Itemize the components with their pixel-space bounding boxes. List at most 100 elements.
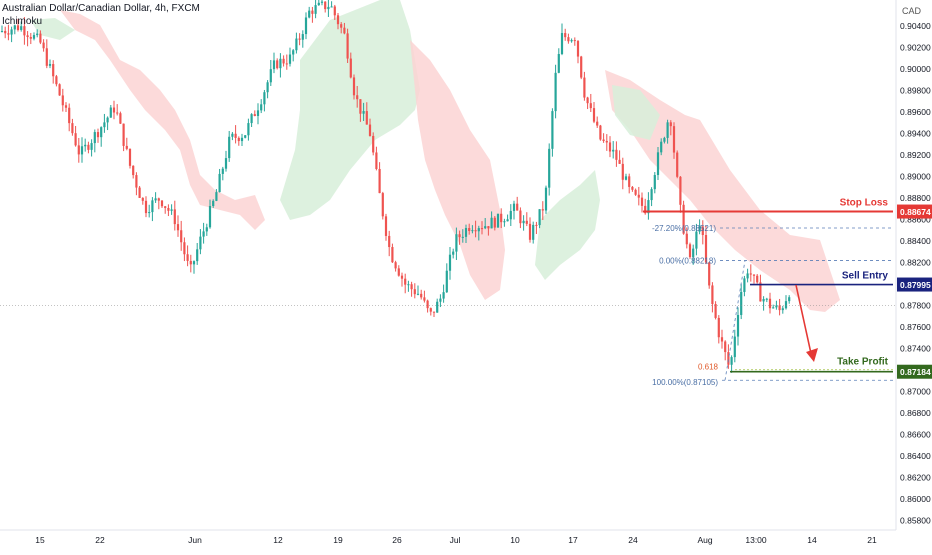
candle-body [634,189,637,195]
candle-body [356,95,359,100]
candle-body [189,260,192,265]
candle-body [663,137,666,142]
candle-body [327,6,330,10]
take-profit-price-badge-bg [897,364,932,379]
candle-body [336,15,340,25]
candle-body [320,1,324,3]
fib-label-neg: -27.20%(0.88521) [652,224,716,233]
candle-body [340,24,343,28]
candle-body [580,56,583,78]
candle-body [48,64,52,66]
candle-body [253,114,256,117]
candle-body [119,113,122,124]
candle-body [388,235,391,248]
candle-body [138,187,141,198]
price-tick-label: 0.86000 [900,494,931,504]
candle-body [100,127,103,138]
candle-body [612,149,615,152]
candle-body [301,34,304,40]
candle-body [768,298,772,309]
cloud-bear-1 [60,10,265,230]
time-tick-label: 15 [35,535,45,545]
candle-body [477,228,480,232]
candle-body [746,273,749,279]
candle-body [442,292,445,299]
candle-body [445,270,448,293]
candle-body [29,37,32,39]
candle-body [240,137,244,142]
candle-body [503,221,506,223]
candle-body [0,30,4,32]
indicator-label[interactable]: Ichimoku [2,16,43,27]
price-tick-label: 0.90000 [900,64,931,74]
price-axis-bg [896,0,932,530]
cloud-bear-3 [605,70,840,312]
candle-body [39,33,42,43]
price-tick-label: 0.89400 [900,129,931,139]
candle-body [151,200,154,213]
time-tick-label: 21 [867,535,877,545]
candle-body [196,249,199,262]
candle-body [496,213,500,228]
candle-body [407,284,410,286]
candle-body [448,254,452,271]
candle-body [304,17,308,35]
candle-body [698,226,701,232]
candle-body [26,35,29,38]
candle-body [701,226,704,236]
candle-body [122,123,125,146]
candle-body [343,27,346,34]
candle-body [311,10,314,14]
fib-label-618: 0.618 [698,363,719,372]
candle-body [778,305,781,311]
price-tick-label: 0.87400 [900,344,931,354]
candle-body [36,33,39,36]
candle-body [148,212,151,214]
candle-body [413,289,416,295]
candle-body [365,111,368,125]
candle-body [573,40,576,42]
candle-body [567,37,570,42]
candle-body [160,200,164,207]
candle-body [647,200,650,214]
candle-body [685,233,688,245]
candle-body [96,132,100,138]
candle-body [61,95,64,106]
candle-body [439,298,442,302]
candle-body [724,341,727,353]
candle-body [765,298,768,300]
candle-body [586,97,589,104]
candle-body [618,159,621,164]
candle-body [762,299,765,302]
candle-body [333,6,336,16]
candle-body [788,297,791,302]
candle-body [132,165,135,176]
candle-body [116,112,119,114]
candle-body [554,72,557,112]
candle-body [637,194,640,198]
candle-body [669,122,672,127]
candle-body [55,76,58,85]
candle-body [103,122,106,128]
candle-body [260,104,263,111]
candle-body [656,152,660,176]
candle-body [570,40,573,42]
candle-body [525,220,528,224]
candle-body [416,293,420,295]
candle-body [93,132,96,144]
candle-body [215,192,218,201]
candle-body [205,227,208,232]
currency-label: CAD [902,6,922,16]
candle-body [730,357,733,365]
candle-body [464,228,468,237]
forecast-arrow-head [806,348,818,362]
candle-body [672,126,676,153]
cloud-bull-2 [280,0,420,220]
price-tick-label: 0.89600 [900,107,931,117]
candle-body [372,135,375,153]
candle-body [269,69,272,83]
candle-body [487,226,490,229]
candle-body [608,142,612,152]
